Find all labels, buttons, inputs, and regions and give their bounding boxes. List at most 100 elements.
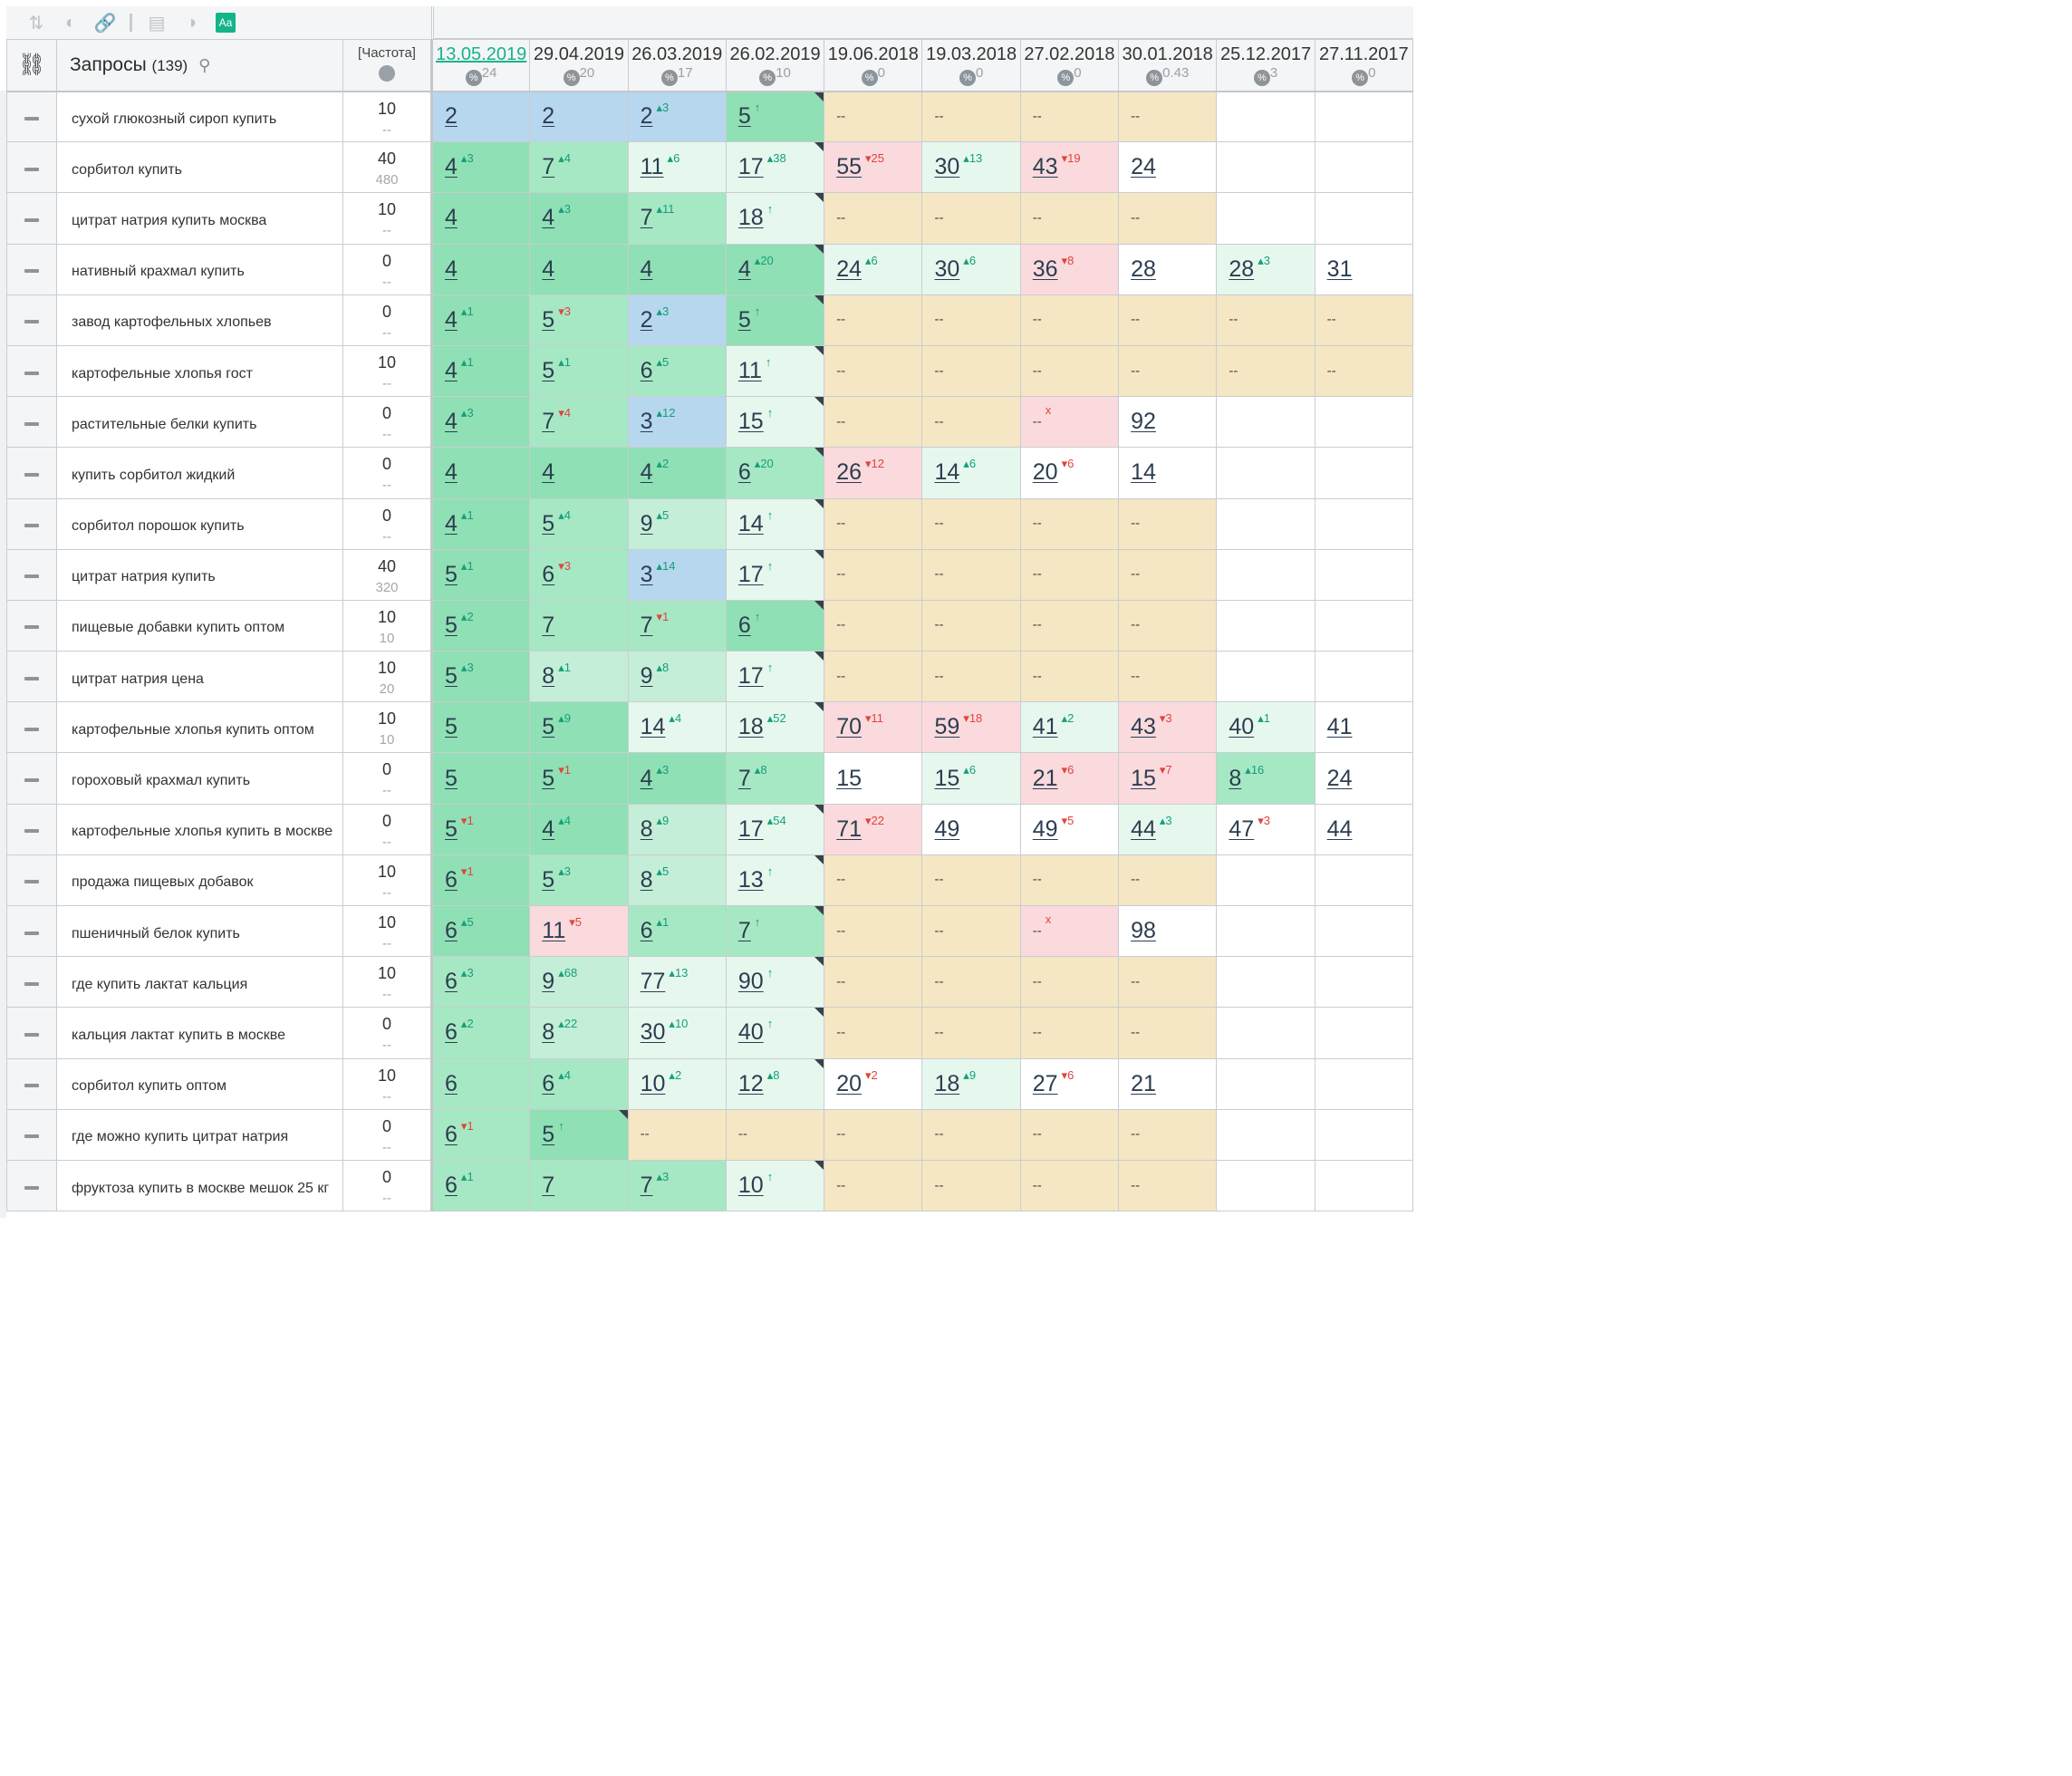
date-column-header[interactable]: 30.01.2018% 0.43 xyxy=(1118,39,1218,92)
position-value[interactable]: 4 xyxy=(542,816,555,842)
position-cell[interactable]: 12 ▴8 xyxy=(725,1057,825,1110)
position-cell[interactable]: 24 xyxy=(1118,141,1218,194)
position-value[interactable]: 5 xyxy=(445,765,458,791)
position-cell[interactable]: -- xyxy=(1019,599,1120,652)
position-value[interactable]: 40 xyxy=(737,1019,764,1046)
position-cell[interactable]: 15 ▾7 xyxy=(1118,752,1218,805)
position-value[interactable]: 6 xyxy=(640,918,653,944)
position-cell[interactable]: 31 xyxy=(1314,243,1413,295)
position-cell[interactable]: -- xyxy=(1118,548,1218,601)
position-cell[interactable]: 5 ↑ xyxy=(725,90,825,143)
row-link-cell[interactable] xyxy=(6,1108,57,1161)
position-cell[interactable]: 6 ▴5 xyxy=(430,904,531,958)
position-cell[interactable]: 5 ▾1 xyxy=(529,752,629,805)
position-cell[interactable]: -- xyxy=(725,1108,825,1161)
position-value[interactable]: 5 xyxy=(445,612,458,638)
position-cell[interactable]: 7 ▴8 xyxy=(725,752,825,805)
minus-icon[interactable] xyxy=(24,1185,39,1190)
minus-icon[interactable] xyxy=(24,371,39,375)
position-value[interactable]: 17 xyxy=(737,154,764,180)
row-link-cell[interactable] xyxy=(6,192,57,245)
link-column-header[interactable]: ⛓ xyxy=(6,39,57,92)
position-cell[interactable]: -- xyxy=(824,854,923,907)
position-value[interactable]: 7 xyxy=(640,205,653,231)
position-value[interactable]: 6 xyxy=(445,1070,458,1096)
position-cell[interactable]: -- xyxy=(1019,854,1120,907)
position-cell[interactable]: 59 ▾18 xyxy=(921,701,1021,754)
position-value[interactable]: 18 xyxy=(737,714,764,740)
position-cell[interactable]: 5 ↑ xyxy=(529,1108,629,1161)
position-cell[interactable]: -- xyxy=(921,90,1021,143)
position-cell[interactable]: 3 ▴14 xyxy=(627,548,727,601)
minus-icon[interactable] xyxy=(24,167,39,171)
position-cell[interactable]: 4 xyxy=(430,447,531,499)
position-value[interactable]: 17 xyxy=(737,816,764,842)
position-value[interactable]: 7 xyxy=(640,1173,653,1199)
position-cell[interactable]: 8 ▴5 xyxy=(627,854,727,907)
row-link-cell[interactable] xyxy=(6,956,57,1009)
position-cell[interactable]: -- xyxy=(1019,1159,1120,1212)
position-value[interactable]: 7 xyxy=(737,918,751,944)
position-value[interactable]: 18 xyxy=(934,1070,960,1096)
position-value[interactable]: 5 xyxy=(542,866,555,893)
position-cell[interactable]: -- xyxy=(1118,344,1218,398)
position-cell[interactable]: -- xyxy=(1118,90,1218,143)
position-cell[interactable]: 5 ▴4 xyxy=(529,497,629,550)
row-link-cell[interactable] xyxy=(6,1007,57,1059)
position-cell[interactable]: 11 ▴6 xyxy=(627,141,727,194)
position-cell[interactable]: 18 ▴9 xyxy=(921,1057,1021,1110)
position-value[interactable]: 7 xyxy=(542,612,555,638)
position-cell[interactable]: 6 xyxy=(430,1057,531,1110)
position-value[interactable]: 5 xyxy=(445,816,458,842)
position-value[interactable]: 10 xyxy=(737,1173,764,1199)
position-value[interactable]: 8 xyxy=(1229,765,1242,791)
position-value[interactable]: 13 xyxy=(737,866,764,893)
position-value[interactable]: 27 xyxy=(1032,1070,1058,1096)
position-value[interactable]: 70 xyxy=(836,714,862,740)
position-value[interactable]: 2 xyxy=(640,103,653,130)
position-cell[interactable]: 6 ▴1 xyxy=(430,1159,531,1212)
position-cell[interactable]: 5 xyxy=(430,752,531,805)
row-link-cell[interactable] xyxy=(6,548,57,601)
position-cell[interactable]: 10 ▴2 xyxy=(627,1057,727,1110)
position-cell[interactable]: 4 ▴1 xyxy=(430,497,531,550)
position-value[interactable]: 92 xyxy=(1131,409,1156,435)
frequency-column-header[interactable]: [Частота] xyxy=(342,39,433,92)
position-value[interactable]: 28 xyxy=(1229,256,1255,282)
position-cell[interactable]: 4 ▴2 xyxy=(627,447,727,499)
position-cell[interactable]: 24 ▴6 xyxy=(824,243,923,295)
position-value[interactable]: 40 xyxy=(1229,714,1255,740)
position-cell[interactable]: 5 xyxy=(430,701,531,754)
position-value[interactable]: 24 xyxy=(836,256,862,282)
position-cell[interactable]: 49 xyxy=(921,803,1021,855)
position-value[interactable]: 10 xyxy=(640,1070,666,1096)
position-cell[interactable]: -- xyxy=(1019,344,1120,398)
position-value[interactable]: 6 xyxy=(445,918,458,944)
date-column-header[interactable]: 25.12.2017% 3 xyxy=(1216,39,1315,92)
row-link-cell[interactable] xyxy=(6,243,57,295)
position-value[interactable]: 8 xyxy=(542,663,555,690)
position-cell[interactable]: -- xyxy=(1118,599,1218,652)
minus-icon[interactable] xyxy=(24,1032,39,1037)
position-cell[interactable]: -- xyxy=(824,651,923,703)
position-cell[interactable]: 6 ▾1 xyxy=(430,1108,531,1161)
position-cell[interactable]: 27 ▾6 xyxy=(1019,1057,1120,1110)
position-value[interactable]: 8 xyxy=(542,1019,555,1046)
position-cell[interactable]: 40 ▴1 xyxy=(1216,701,1315,754)
position-cell[interactable]: 4 ▴3 xyxy=(430,396,531,449)
position-value[interactable]: 15 xyxy=(934,765,960,791)
position-cell[interactable]: -- xyxy=(1118,294,1218,346)
position-cell[interactable]: 4 ▴1 xyxy=(430,294,531,346)
position-cell[interactable]: -- xyxy=(921,1007,1021,1059)
position-cell[interactable]: 4 ▴4 xyxy=(529,803,629,855)
position-cell[interactable]: -- xyxy=(921,1108,1021,1161)
position-cell[interactable]: -- xyxy=(921,548,1021,601)
position-cell[interactable]: -- xyxy=(824,192,923,245)
position-cell[interactable]: 20 ▾6 xyxy=(1019,447,1120,499)
position-value[interactable]: 4 xyxy=(445,154,458,180)
position-cell[interactable]: 5 ▴3 xyxy=(529,854,629,907)
row-link-cell[interactable] xyxy=(6,447,57,499)
position-value[interactable]: 5 xyxy=(542,358,555,384)
position-value[interactable]: 6 xyxy=(445,1173,458,1199)
minus-icon[interactable] xyxy=(24,320,39,324)
